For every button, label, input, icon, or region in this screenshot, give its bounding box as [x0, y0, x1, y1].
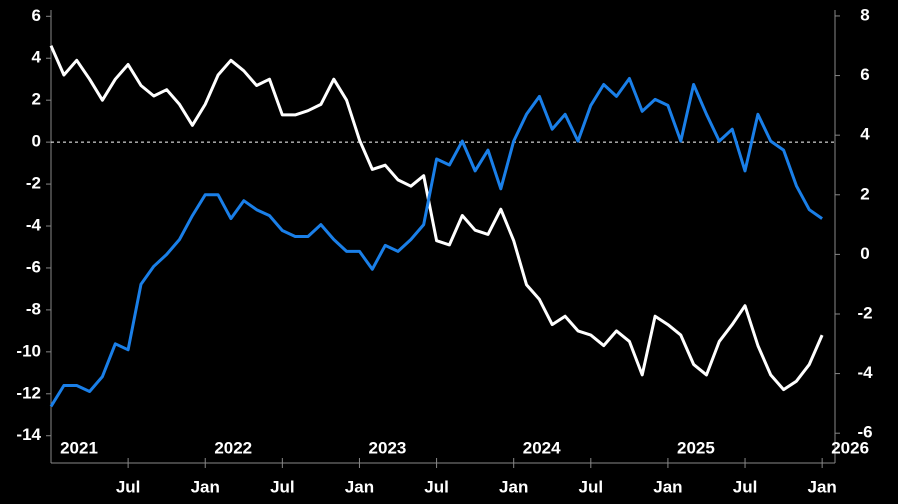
series-line — [49, 77, 823, 408]
y-tick-label: -10 — [16, 341, 41, 360]
y-tick-label: 6 — [32, 6, 41, 25]
x-tick-label: Jul — [116, 477, 141, 496]
x-year-label: 2026 — [831, 438, 869, 457]
y-tick-label: 0 — [32, 132, 41, 151]
x-tick-label: Jan — [345, 477, 374, 496]
y2-tick-label: 6 — [860, 65, 869, 84]
y-tick-label: -4 — [26, 215, 42, 234]
y2-tick-label: -4 — [857, 363, 873, 382]
x-year-label: 2022 — [214, 438, 252, 457]
x-tick-label: Jan — [499, 477, 528, 496]
y2-tick-label: 2 — [860, 184, 869, 203]
x-year-label: 2023 — [369, 438, 407, 457]
x-tick-label: Jul — [733, 477, 758, 496]
x-tick-label: Jul — [270, 477, 295, 496]
x-tick-label: Jul — [579, 477, 604, 496]
y-tick-label: -8 — [26, 299, 41, 318]
y-tick-label: 2 — [32, 90, 41, 109]
x-year-label: 2024 — [523, 438, 561, 457]
series-line — [49, 45, 824, 392]
y2-tick-label: 4 — [860, 125, 870, 144]
y2-tick-label: -6 — [857, 423, 872, 442]
y2-tick-label: 0 — [860, 244, 869, 263]
x-tick-label: Jan — [191, 477, 220, 496]
x-tick-label: Jan — [807, 477, 836, 496]
y-tick-label: -2 — [26, 174, 41, 193]
y2-tick-label: 8 — [860, 5, 869, 24]
x-tick-label: Jul — [424, 477, 449, 496]
x-year-label: 2025 — [677, 438, 715, 457]
y-tick-label: -14 — [16, 425, 41, 444]
y-tick-label: -6 — [26, 257, 41, 276]
y2-tick-label: -2 — [857, 303, 872, 322]
y-tick-label: 4 — [32, 48, 42, 67]
x-tick-label: Jan — [653, 477, 682, 496]
x-year-label: 2021 — [60, 438, 98, 457]
y-tick-label: -12 — [16, 383, 41, 402]
